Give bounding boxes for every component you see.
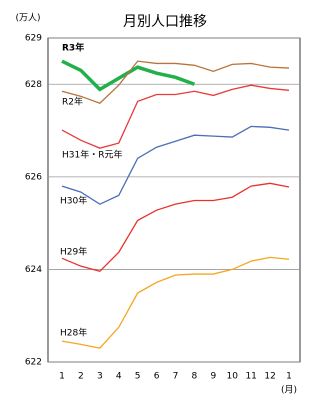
x-tick-label: 3 [97, 372, 103, 382]
series-line [61, 60, 290, 105]
y-axis-label: (万人) [15, 13, 40, 24]
series-label: R3年 [62, 42, 84, 54]
x-tick-label: 1 [286, 372, 292, 382]
y-tick-label: 628 [25, 80, 42, 90]
x-tick-label: 7 [173, 372, 179, 382]
x-tick-label: 8 [192, 372, 198, 382]
y-tick-label: 624 [25, 265, 42, 275]
series-line [61, 182, 290, 273]
series-line [61, 59, 196, 92]
x-tick-label: 2 [78, 372, 84, 382]
series-label: H31年・R元年 [62, 149, 122, 161]
x-tick-label: 6 [154, 372, 160, 382]
x-axis-label: (月) [281, 385, 297, 396]
y-tick-label: 626 [25, 172, 42, 182]
y-tick-label: 629 [25, 34, 42, 44]
x-tick-label: 4 [116, 372, 122, 382]
series-label: H29年 [60, 246, 87, 258]
series-line [61, 84, 290, 149]
series-label: H30年 [60, 195, 87, 207]
x-tick-label: 5 [135, 372, 141, 382]
series-line [61, 125, 290, 205]
x-tick-label: 9 [210, 372, 216, 382]
x-tick-label: 11 [245, 372, 256, 382]
y-tick-label: 622 [25, 358, 42, 368]
series-label: R2年 [62, 96, 83, 108]
series-label: H28年 [60, 327, 87, 339]
x-tick-label: 12 [264, 372, 275, 382]
x-tick-label: 10 [227, 372, 239, 382]
x-tick-label: 1 [59, 372, 65, 382]
series-line [61, 256, 290, 349]
chart-title: 月別人口推移 [123, 14, 207, 30]
